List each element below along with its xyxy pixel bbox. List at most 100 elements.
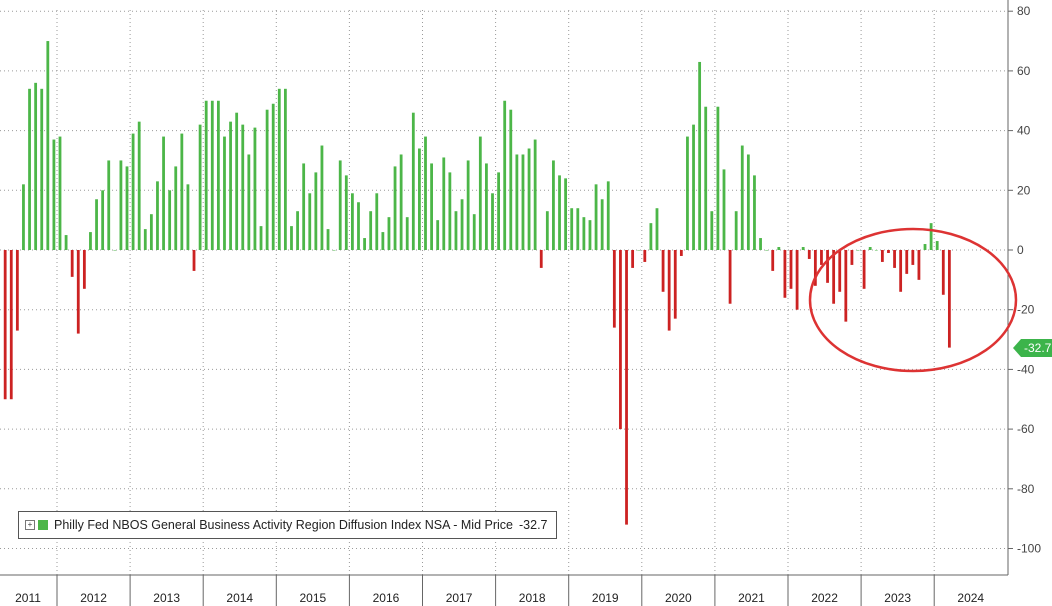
bar (70, 250, 74, 277)
bar (485, 163, 488, 250)
bar (241, 124, 245, 250)
bar (64, 235, 68, 250)
bar (3, 250, 7, 400)
bar (667, 250, 671, 331)
bar (259, 226, 263, 250)
bar (552, 160, 555, 250)
bar (631, 250, 635, 268)
bar (661, 250, 665, 292)
bar (917, 250, 921, 280)
expand-icon[interactable]: + (25, 520, 35, 530)
bar (271, 103, 275, 250)
bar (850, 250, 854, 265)
bar (95, 199, 98, 250)
bar (82, 250, 86, 289)
bar (558, 175, 561, 250)
bar (905, 250, 909, 274)
x-tick-label: 2022 (811, 591, 838, 605)
bar (503, 100, 507, 250)
bar (326, 229, 330, 250)
bar (826, 250, 829, 283)
bar (411, 112, 415, 250)
gridlines (0, 10, 1008, 575)
x-tick-label: 2024 (957, 591, 984, 605)
bar (472, 214, 476, 250)
bar (600, 199, 604, 250)
bar (253, 127, 257, 250)
bar (46, 41, 50, 250)
bar (156, 181, 159, 250)
x-tick-label: 2011 (15, 591, 41, 605)
bar (369, 211, 373, 250)
bar (509, 109, 513, 250)
bar (277, 88, 281, 250)
y-tick-label: -60 (1017, 422, 1035, 436)
bar (405, 217, 409, 250)
bar (716, 106, 720, 250)
bar (813, 250, 817, 286)
bar (460, 199, 464, 250)
bar (235, 112, 239, 250)
x-tick-label: 2020 (665, 591, 692, 605)
bar (265, 109, 269, 250)
bar (442, 157, 446, 250)
bar (771, 250, 775, 271)
bar (929, 223, 933, 250)
x-tick-label: 2017 (446, 591, 473, 605)
bar (34, 82, 38, 250)
bar (887, 250, 890, 253)
bar (308, 193, 312, 250)
bar (247, 154, 251, 250)
bar (58, 136, 62, 250)
bar (448, 172, 452, 250)
bar (893, 250, 896, 268)
bar (210, 100, 214, 250)
bar (216, 100, 220, 250)
bar (899, 250, 903, 292)
bar (759, 238, 762, 250)
y-tick-label: -100 (1017, 542, 1041, 556)
legend-last-value: -32.7 (519, 518, 548, 532)
bar (393, 166, 397, 250)
y-tick-label: -20 (1017, 303, 1035, 317)
bar (588, 220, 592, 250)
legend: + Philly Fed NBOS General Business Activ… (18, 511, 557, 539)
bar (204, 100, 208, 250)
bar (101, 190, 105, 250)
bar (777, 247, 781, 250)
bar (180, 133, 184, 250)
last-value-tag-text: -32.7 (1024, 341, 1052, 355)
bar (399, 154, 403, 250)
x-tick-label: 2018 (519, 591, 546, 605)
bar (807, 250, 811, 259)
bar (594, 184, 598, 250)
bar (229, 121, 232, 251)
bar (192, 250, 196, 271)
bar (655, 208, 659, 250)
bar (357, 202, 360, 250)
last-value-tag: -32.7 (1013, 339, 1052, 357)
bar (131, 133, 135, 250)
bar (533, 139, 537, 250)
y-tick-label: -40 (1017, 362, 1035, 376)
bar (332, 250, 336, 251)
x-tick-label: 2016 (373, 591, 400, 605)
bar (923, 244, 927, 250)
bar (862, 250, 866, 289)
bar (174, 166, 178, 250)
bar (76, 250, 80, 334)
bar (344, 175, 348, 250)
bar (454, 211, 458, 250)
bar (880, 250, 884, 262)
x-tick-label: 2014 (226, 591, 253, 605)
bar (283, 88, 287, 250)
bar (381, 232, 385, 250)
bar (728, 250, 732, 304)
bar (119, 160, 123, 250)
bar (637, 250, 641, 251)
bar (186, 184, 190, 250)
x-tick-label: 2019 (592, 591, 619, 605)
bar (198, 124, 202, 250)
bar (698, 61, 702, 250)
